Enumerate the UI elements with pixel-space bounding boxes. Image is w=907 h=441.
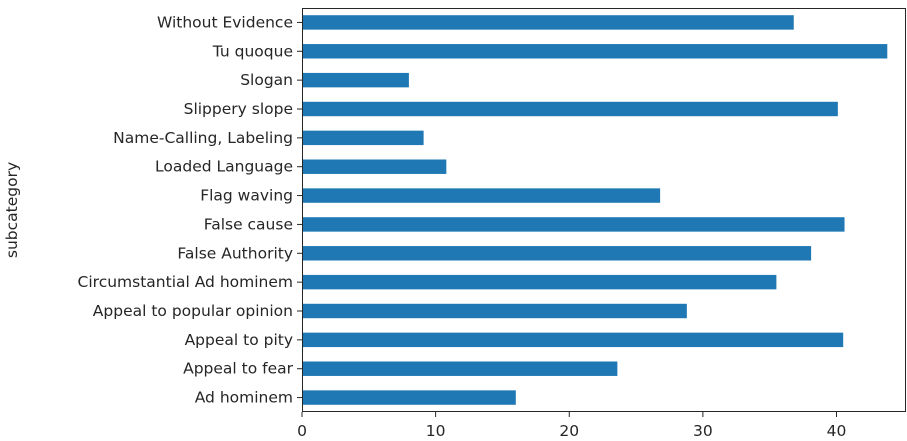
bar-slippery-slope [302, 101, 838, 117]
y-tick-label: Slippery slope [184, 100, 293, 118]
bar-loaded-language [302, 159, 447, 174]
y-tick-label: Slogan [240, 71, 293, 89]
bar-slogan [302, 72, 409, 88]
y-tick-label: Tu quoque [212, 42, 293, 60]
y-axis-label: subcategory [3, 162, 21, 258]
bar-without-evidence [302, 15, 794, 30]
bar-ad-hominem [302, 390, 516, 405]
x-axis-ticks: 0 10 20 30 40 [297, 412, 846, 440]
y-tick-label: Appeal to fear [183, 360, 294, 378]
x-tick-label: 30 [693, 422, 713, 440]
y-tick-label: False Authority [177, 244, 293, 262]
y-tick-label: Name-Calling, Labeling [113, 129, 293, 147]
bar-appeal-to-pity [302, 332, 844, 348]
bar-circumstantial-ad-hominem [302, 274, 777, 290]
bar-false-authority [302, 246, 812, 261]
bar-appeal-to-popular-opinion [302, 303, 687, 319]
bar-name-calling-labeling [302, 130, 424, 146]
y-tick-label: Loaded Language [155, 158, 293, 176]
plot-frame [302, 8, 906, 412]
y-tick-label: Flag waving [200, 187, 293, 205]
bar-appeal-to-fear [302, 361, 618, 376]
bars-group [302, 15, 888, 405]
y-tick-label: Appeal to popular opinion [93, 302, 293, 320]
bar-false-cause [302, 217, 845, 232]
x-tick-label: 0 [297, 422, 307, 440]
x-tick-label: 20 [559, 422, 579, 440]
x-tick-label: 40 [827, 422, 847, 440]
y-axis-ticks: Ad hominem Appeal to fear Appeal to pity Ap… [78, 13, 302, 407]
bar-flag-waving [302, 188, 661, 203]
y-tick-label: Without Evidence [157, 13, 293, 31]
y-tick-label: Circumstantial Ad hominem [78, 273, 293, 291]
x-tick-label: 10 [426, 422, 446, 440]
y-tick-label: Appeal to pity [185, 331, 293, 349]
y-tick-label: Ad hominem [195, 389, 293, 407]
y-tick-label: False cause [204, 215, 293, 233]
bar-tu-quoque [302, 44, 888, 59]
